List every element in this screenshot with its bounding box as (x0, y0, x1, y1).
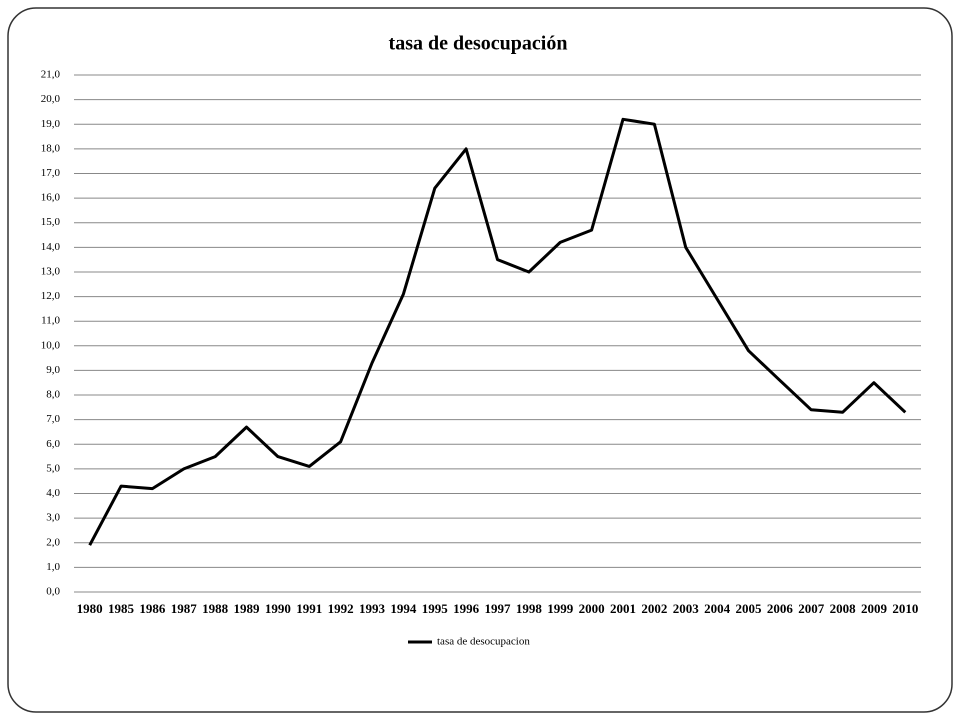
x-tick-label: 2001 (610, 601, 636, 616)
y-tick-label: 10,0 (41, 339, 61, 351)
x-tick-label: 1995 (422, 601, 449, 616)
x-tick-label: 1985 (108, 601, 135, 616)
x-tick-label: 2000 (579, 601, 605, 616)
x-tick-label: 1989 (234, 601, 261, 616)
y-tick-label: 18,0 (41, 142, 61, 154)
y-tick-label: 5,0 (46, 462, 60, 474)
y-tick-label: 11,0 (41, 315, 60, 327)
x-tick-label: 1992 (328, 601, 354, 616)
x-tick-label: 2007 (798, 601, 825, 616)
x-tick-label: 1993 (359, 601, 386, 616)
x-tick-label: 2005 (735, 601, 762, 616)
y-tick-label: 20,0 (41, 93, 61, 105)
x-tick-label: 1994 (390, 601, 417, 616)
y-tick-label: 7,0 (46, 413, 60, 425)
x-tick-label: 2010 (892, 601, 918, 616)
x-tick-label: 1980 (77, 601, 103, 616)
y-tick-label: 4,0 (46, 487, 60, 499)
y-tick-label: 2,0 (46, 536, 60, 548)
x-tick-label: 2009 (861, 601, 888, 616)
y-tick-label: 21,0 (41, 69, 61, 81)
x-tick-label: 2006 (767, 601, 794, 616)
y-tick-label: 3,0 (46, 512, 60, 524)
y-tick-label: 17,0 (41, 167, 61, 179)
legend-label: tasa de desocupacion (437, 636, 530, 648)
y-tick-label: 8,0 (46, 389, 60, 401)
line-series (88, 117, 907, 546)
frame (7, 7, 953, 713)
x-tick-label: 1988 (202, 601, 229, 616)
y-tick-label: 0,0 (46, 586, 60, 598)
y-tick-label: 6,0 (46, 438, 60, 450)
y-tick-label: 13,0 (41, 265, 61, 277)
x-tick-label: 2008 (830, 601, 857, 616)
x-tick-label: 2002 (641, 601, 667, 616)
y-tick-label: 9,0 (46, 364, 60, 376)
y-tick-label: 15,0 (41, 216, 61, 228)
y-tick-label: 16,0 (41, 192, 61, 204)
x-tick-label: 1997 (485, 601, 512, 616)
x-tick-label: 1998 (516, 601, 543, 616)
x-tick-label: 1990 (265, 601, 291, 616)
x-tick-label: 1996 (453, 601, 480, 616)
y-tick-label: 1,0 (46, 561, 60, 573)
x-tick-label: 2004 (704, 601, 731, 616)
x-tick-label: 1991 (296, 601, 322, 616)
chart-title: tasa de desocupación (389, 33, 568, 55)
x-tick-label: 1999 (547, 601, 574, 616)
x-tick-label: 2003 (673, 601, 700, 616)
x-tick-label: 1987 (171, 601, 198, 616)
y-tick-label: 14,0 (41, 241, 61, 253)
x-tick-label: 1986 (139, 601, 166, 616)
y-tick-label: 12,0 (41, 290, 61, 302)
y-tick-label: 19,0 (41, 118, 61, 130)
